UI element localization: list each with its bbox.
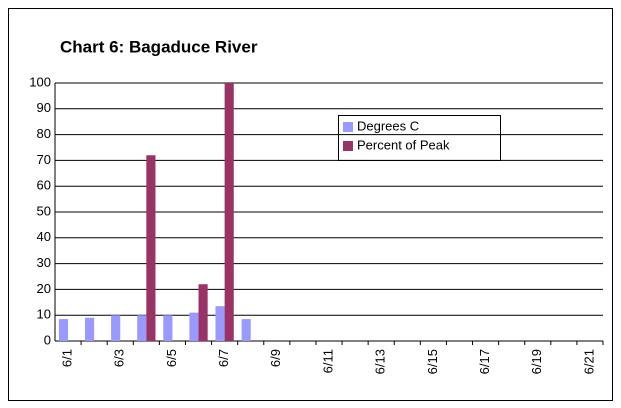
bar [241,319,251,341]
y-tick-label: 0 [44,332,51,347]
x-tick-label: 6/5 [164,349,179,367]
y-tick-label: 40 [37,229,51,244]
bar [146,155,156,341]
legend-label: Degrees C [357,118,419,133]
x-tick-label: 6/1 [59,349,74,367]
y-tick-label: 60 [37,178,51,193]
legend-label: Percent of Peak [357,137,450,152]
bar [224,83,234,341]
x-tick-label: 6/9 [268,349,283,367]
y-tick-label: 100 [29,74,51,89]
y-tick-label: 80 [37,126,51,141]
y-tick-label: 10 [37,307,51,322]
bar [137,315,147,341]
x-tick-label: 6/11 [320,349,335,373]
x-tick-label: 6/19 [529,349,544,374]
bar [215,306,225,341]
chart-border [8,8,613,401]
bar [198,284,208,341]
bar [111,315,121,341]
bar [58,319,69,341]
x-tick-label: 6/13 [373,349,388,374]
legend-swatch [343,122,353,132]
x-tick-label: 6/3 [112,349,127,367]
bar [85,317,95,341]
legend [338,115,501,161]
x-tick-label: 6/7 [216,349,231,367]
y-tick-label: 70 [37,152,51,167]
y-tick-label: 90 [37,100,51,115]
chart-title: Chart 6: Bagaduce River [60,37,258,56]
x-tick-label: 6/17 [477,349,492,374]
y-tick-label: 20 [37,281,51,296]
x-tick-label: 6/15 [425,349,440,374]
y-tick-label: 30 [37,255,51,270]
legend-swatch [343,141,353,151]
x-tick-label: 6/21 [581,349,596,374]
bar [163,315,173,341]
y-tick-label: 50 [37,203,51,218]
bar [189,312,199,341]
